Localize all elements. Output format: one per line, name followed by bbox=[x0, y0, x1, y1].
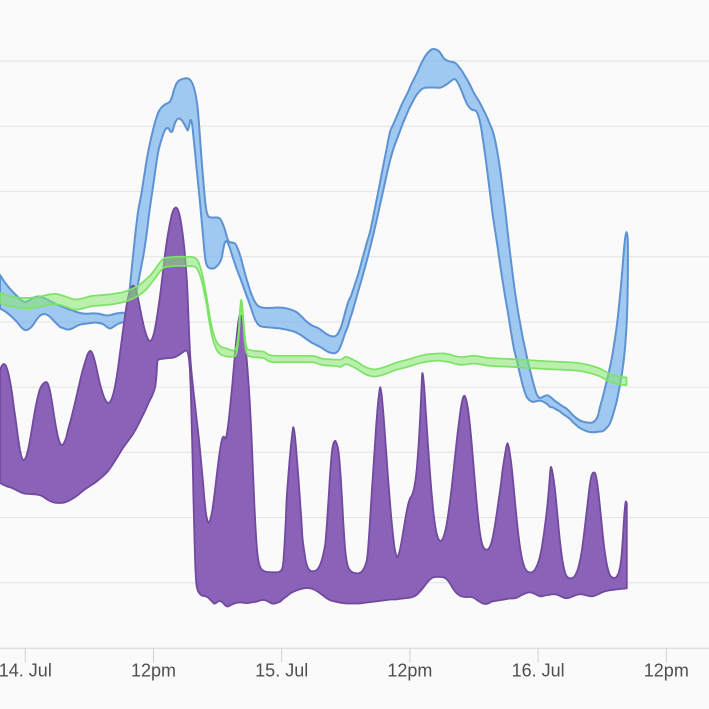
svg-text:16. Jul: 16. Jul bbox=[512, 661, 565, 681]
svg-text:12pm: 12pm bbox=[644, 661, 689, 681]
svg-text:14. Jul: 14. Jul bbox=[0, 661, 52, 681]
svg-text:12pm: 12pm bbox=[387, 661, 432, 681]
svg-text:15. Jul: 15. Jul bbox=[255, 661, 308, 681]
svg-text:12pm: 12pm bbox=[131, 661, 176, 681]
